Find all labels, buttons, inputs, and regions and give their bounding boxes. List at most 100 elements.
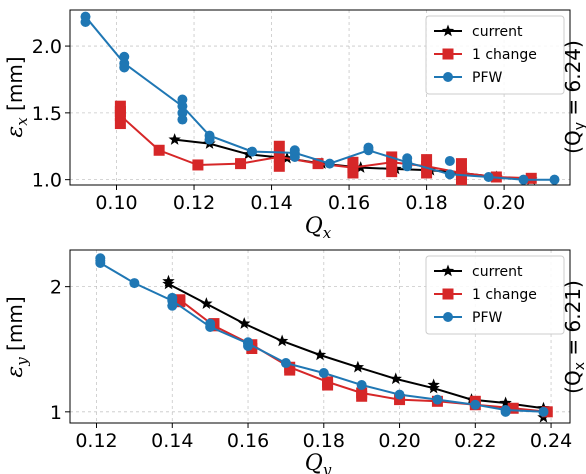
y-tick-label: 1 (50, 402, 62, 424)
series-line-1-change (119, 114, 532, 180)
plot-frame (69, 249, 571, 424)
data-point-current (275, 334, 289, 347)
data-point-1-change (284, 364, 296, 376)
x-tick-label: 0.14 (250, 192, 292, 214)
data-point-pfw (470, 399, 481, 410)
data-point-1-change (322, 379, 334, 391)
legend-marker-current (441, 264, 455, 277)
data-point-pfw (119, 62, 130, 73)
x-tick-label: 0.12 (75, 430, 117, 452)
x-tick-label: 0.18 (303, 430, 345, 452)
x-tick-label: 0.24 (530, 430, 572, 452)
data-point-current (389, 372, 402, 385)
x-tick-label: 0.16 (328, 192, 370, 214)
side-note: (Qx = 6.21) (561, 280, 586, 394)
data-point-pfw (280, 358, 291, 369)
data-point-current (238, 317, 251, 329)
data-point-pfw (356, 380, 367, 391)
data-point-1-change (421, 154, 433, 166)
x-axis-label: Qx (305, 214, 332, 242)
data-point-current (200, 297, 213, 309)
legend-box (425, 255, 565, 335)
data-point-pfw (394, 389, 405, 400)
x-axis-label: Qy (305, 451, 332, 474)
x-tick-label: 0.10 (95, 192, 137, 214)
data-point-pfw (243, 340, 254, 351)
legend-marker-pfw (443, 72, 453, 82)
data-point-pfw (247, 146, 258, 157)
data-point-1-change (386, 166, 398, 178)
data-point-pfw (80, 17, 91, 28)
y-tick-label: 2 (50, 277, 62, 299)
data-point-1-change (174, 296, 186, 308)
data-point-current (351, 360, 365, 373)
side-note: (Qy = 6.24) (561, 40, 586, 154)
data-point-pfw (129, 278, 140, 289)
data-point-pfw (402, 161, 413, 172)
x-tick-label: 0.20 (378, 430, 420, 452)
data-point-pfw (204, 134, 215, 145)
x-tick-label: 0.20 (483, 192, 525, 214)
legend-marker-pfw (443, 312, 453, 322)
data-point-pfw (432, 394, 443, 405)
legend-box (425, 15, 565, 95)
panel-epsilon-y: 0.12 0.14 0.16 0.18 0.20 0.22 0.24 1 2 current 1 … (3, 249, 586, 474)
data-point-1-change (114, 118, 126, 130)
panel-epsilon-x: 0.10 0.12 0.14 0.16 0.18 0.20 1.0 1.5 2.0 curren… (3, 9, 586, 242)
data-point-pfw (167, 292, 178, 303)
y-axis-label: εy [mm] (3, 296, 31, 377)
plot-frame (69, 9, 571, 186)
data-point-pfw (402, 153, 413, 164)
data-point-1-change (525, 172, 537, 184)
data-point-pfw (444, 155, 455, 166)
y-tick-label: 1.0 (32, 170, 62, 192)
data-point-1-change (507, 402, 519, 414)
data-point-pfw (483, 171, 494, 182)
legend-label-current: current (472, 264, 523, 280)
data-point-1-change (455, 174, 467, 186)
data-point-pfw (177, 114, 188, 125)
x-tick-label: 0.14 (151, 430, 193, 452)
x-tick-label: 0.18 (405, 192, 447, 214)
y-tick-label: 1.5 (32, 103, 62, 125)
data-point-1-change (192, 159, 204, 171)
legend-label-pfw: PFW (472, 310, 502, 326)
data-point-pfw (538, 406, 549, 417)
data-point-current (168, 133, 181, 145)
data-point-pfw (518, 174, 529, 185)
legend-marker-current (441, 24, 455, 37)
data-point-1-change (273, 151, 285, 163)
data-point-pfw (167, 300, 178, 311)
legend-marker-1-change (442, 48, 454, 60)
data-point-1-change (114, 106, 126, 118)
y-axis-label: εx [mm] (3, 56, 31, 137)
data-point-1-change (455, 167, 467, 179)
data-point-pfw (324, 158, 335, 169)
data-point-pfw (444, 169, 455, 180)
data-point-pfw (119, 51, 130, 62)
y-tick-label: 2.0 (32, 36, 62, 58)
data-point-current (162, 274, 175, 287)
data-point-1-change (455, 158, 467, 170)
x-tick-label: 0.12 (173, 192, 215, 214)
data-point-1-change (273, 160, 285, 172)
data-point-1-change (235, 158, 247, 170)
data-point-pfw (95, 255, 106, 266)
data-point-pfw (289, 145, 300, 156)
data-point-1-change (312, 158, 324, 170)
data-point-current (499, 396, 512, 409)
data-point-1-change (356, 390, 368, 402)
x-tick-label: 0.22 (454, 430, 496, 452)
data-point-1-change (347, 156, 359, 168)
legend-label-current: current (472, 24, 523, 40)
data-point-pfw (363, 142, 374, 153)
legend-label-1-change: 1 change (472, 47, 537, 63)
legend-label-pfw: PFW (472, 70, 502, 86)
data-point-pfw (549, 174, 560, 185)
data-point-1-change (153, 144, 165, 156)
data-point-pfw (205, 318, 216, 329)
data-point-current (313, 348, 327, 361)
data-point-1-change (421, 167, 433, 179)
legend-label-1-change: 1 change (472, 287, 537, 303)
